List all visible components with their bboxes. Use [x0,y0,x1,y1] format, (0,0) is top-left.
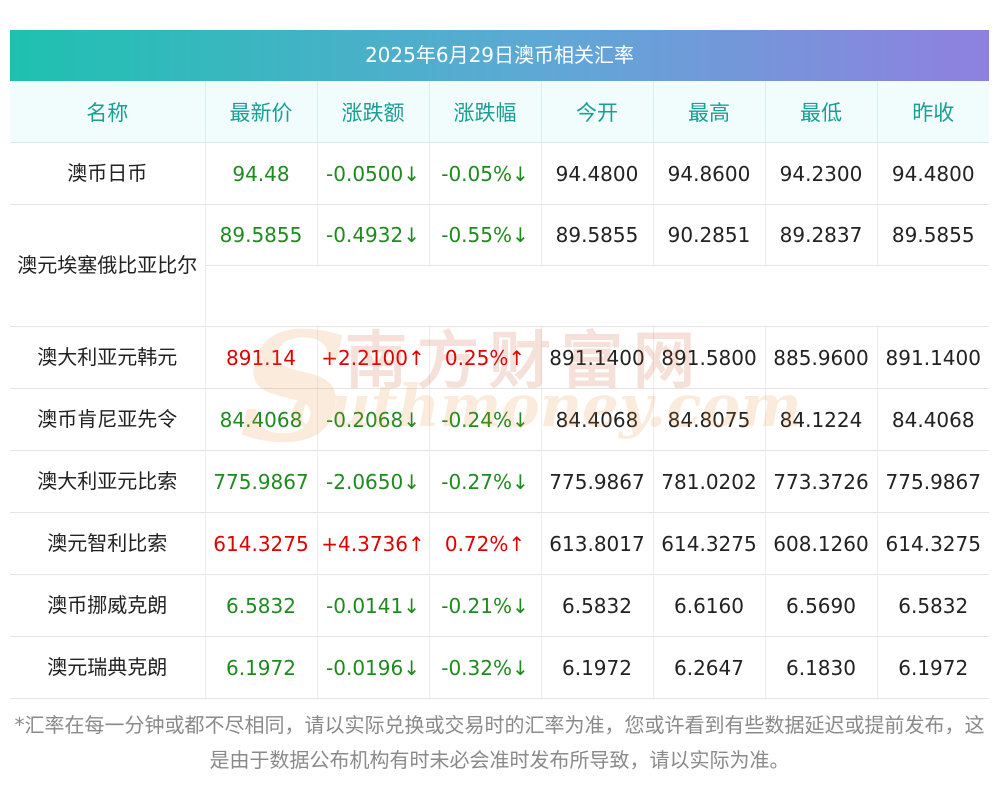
cell-pct: 0.25%↑ [429,326,542,389]
table-row: 澳元埃塞俄比亚比尔 89.5855 -0.4932↓ -0.55%↓ 89.58… [10,204,989,327]
cell-change: -0.0141↓ [317,574,430,637]
cell-name: 澳元瑞典克朗 [10,636,206,699]
cell-pct: -0.05%↓ [429,142,542,205]
cell-latest: 6.1972 [205,636,318,699]
cell-open: 94.4800 [541,142,654,205]
cell-latest: 6.5832 [205,574,318,637]
cell-pct: 0.72%↑ [429,512,542,575]
cell-prev: 94.4800 [877,142,989,205]
cell-pct: -0.55%↓ [429,204,542,266]
header-latest: 最新价 [205,81,318,143]
rates-table: 名称 最新价 涨跌额 涨跌幅 今开 最高 最低 昨收 澳币日币 94.48 -0… [10,81,989,699]
cell-high: 6.2647 [653,636,766,699]
table-title: 2025年6月29日澳币相关汇率 [10,30,989,81]
cell-name: 澳大利亚元比索 [10,450,206,513]
cell-change: -0.0196↓ [317,636,430,699]
cell-pct: -0.27%↓ [429,450,542,513]
cell-open: 6.1972 [541,636,654,699]
cell-high: 90.2851 [653,204,766,266]
cell-name: 澳币挪威克朗 [10,574,206,637]
header-name: 名称 [10,81,206,143]
empty-cell [205,265,989,327]
cell-prev: 775.9867 [877,450,989,513]
cell-low: 84.1224 [765,388,878,451]
cell-name: 澳大利亚元韩元 [10,326,206,389]
cell-change: -0.0500↓ [317,142,430,205]
cell-change: -2.0650↓ [317,450,430,513]
header-change: 涨跌额 [317,81,430,143]
cell-high: 94.8600 [653,142,766,205]
cell-change: -0.4932↓ [317,204,430,266]
cell-name: 澳元智利比索 [10,512,206,575]
cell-prev: 614.3275 [877,512,989,575]
table-row: 澳大利亚元韩元 891.14 +2.2100↑ 0.25%↑ 891.1400 … [10,326,989,389]
cell-name: 澳币肯尼亚先令 [10,388,206,451]
cell-latest: 775.9867 [205,450,318,513]
header-open: 今开 [541,81,654,143]
header-prev: 昨收 [877,81,989,143]
header-row: 名称 最新价 涨跌额 涨跌幅 今开 最高 最低 昨收 [10,81,989,143]
cell-change: -0.2068↓ [317,388,430,451]
cell-pct: -0.24%↓ [429,388,542,451]
cell-low: 94.2300 [765,142,878,205]
cell-high: 84.8075 [653,388,766,451]
table-row: 澳币日币 94.48 -0.0500↓ -0.05%↓ 94.4800 94.8… [10,142,989,205]
cell-name: 澳元埃塞俄比亚比尔 [10,204,206,327]
cell-low: 608.1260 [765,512,878,575]
cell-low: 773.3726 [765,450,878,513]
table-row: 澳币挪威克朗 6.5832 -0.0141↓ -0.21%↓ 6.5832 6.… [10,574,989,637]
cell-prev: 84.4068 [877,388,989,451]
table-row: 澳元智利比索 614.3275 +4.3736↑ 0.72%↑ 613.8017… [10,512,989,575]
cell-prev: 6.1972 [877,636,989,699]
cell-latest: 94.48 [205,142,318,205]
footnote: *汇率在每一分钟或都不尽相同，请以实际兑换或交易时的汇率为准，您或许看到有些数据… [14,713,985,772]
cell-prev: 6.5832 [877,574,989,637]
cell-open: 775.9867 [541,450,654,513]
cell-high: 614.3275 [653,512,766,575]
table-row: 澳大利亚元比索 775.9867 -2.0650↓ -0.27%↓ 775.98… [10,450,989,513]
cell-high: 6.6160 [653,574,766,637]
cell-prev: 891.1400 [877,326,989,389]
cell-low: 885.9600 [765,326,878,389]
cell-prev: 89.5855 [877,204,989,266]
cell-high: 781.0202 [653,450,766,513]
cell-change: +4.3736↑ [317,512,430,575]
cell-high: 891.5800 [653,326,766,389]
cell-open: 6.5832 [541,574,654,637]
table-row: 澳币肯尼亚先令 84.4068 -0.2068↓ -0.24%↓ 84.4068… [10,388,989,451]
cell-latest: 89.5855 [205,204,318,266]
cell-change: +2.2100↑ [317,326,430,389]
cell-open: 89.5855 [541,204,654,266]
header-pct: 涨跌幅 [429,81,542,143]
cell-low: 6.1830 [765,636,878,699]
cell-low: 6.5690 [765,574,878,637]
table-row: 澳元瑞典克朗 6.1972 -0.0196↓ -0.32%↓ 6.1972 6.… [10,636,989,699]
cell-latest: 84.4068 [205,388,318,451]
cell-pct: -0.32%↓ [429,636,542,699]
cell-latest: 614.3275 [205,512,318,575]
rates-panel: 2025年6月29日澳币相关汇率 名称 最新价 涨跌额 涨跌幅 今开 最高 最低… [10,30,989,699]
cell-low: 89.2837 [765,204,878,266]
cell-latest: 891.14 [205,326,318,389]
cell-name: 澳币日币 [10,142,206,205]
header-high: 最高 [653,81,766,143]
cell-pct: -0.21%↓ [429,574,542,637]
cell-open: 84.4068 [541,388,654,451]
cell-open: 613.8017 [541,512,654,575]
table-row-continuation [10,265,989,327]
cell-open: 891.1400 [541,326,654,389]
header-low: 最低 [765,81,878,143]
